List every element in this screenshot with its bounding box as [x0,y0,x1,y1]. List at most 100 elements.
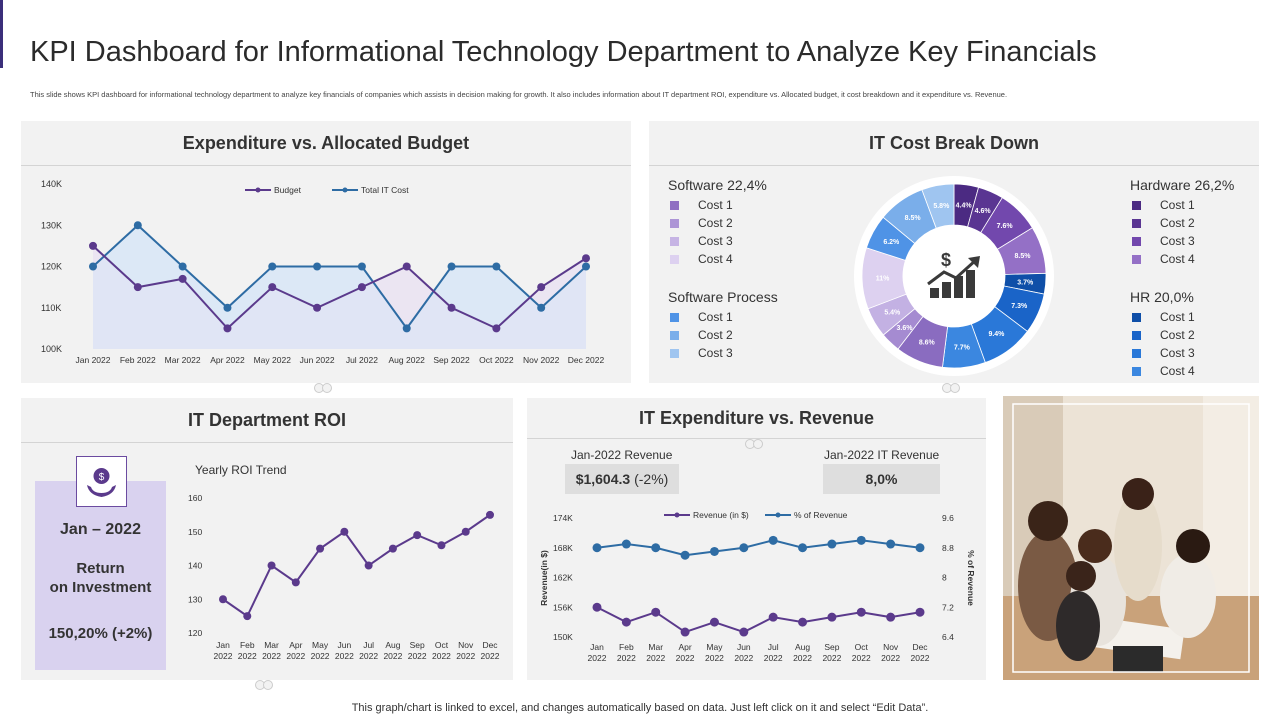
roi-point [340,527,349,536]
x-tick-label: Nov 2022 [523,355,560,365]
x-tick-label-year: 2022 [311,651,330,661]
breakdown-donut-chart[interactable]: 4.4%4.6% 7.6% 8.5% 3.7% 7.3% 9.4% 7.7% 8.6% 3.6%… [649,121,1259,383]
total-it-cost-point [582,262,590,271]
x-tick-label: Jan [590,642,604,652]
budget-point [492,324,501,333]
breakdown-panel: IT Cost Break Down 4.4% 4.6% 7.6% 8.5% 3.7% 7… [649,121,1259,393]
total-it-cost-point [313,262,322,271]
legend-label: Cost 3 [698,234,733,248]
y2-tick-label: 6.4 [942,632,954,642]
roi-point [267,561,276,570]
y-tick-label: 120 [188,628,202,638]
donut-slice-label: 7.6% [997,223,1014,230]
page-title: KPI Dashboard for Informational Technolo… [30,36,1097,68]
total-it-cost-point [492,262,501,271]
y-tick-label: 174K [553,513,573,523]
y2-tick-label: 7.2 [942,602,954,612]
total-it-cost-point [402,324,411,333]
legend-label: Cost 3 [1160,346,1195,360]
x-tick-label: Oct [855,642,869,652]
legend-item: Cost 1 [1130,196,1234,214]
divider-ornament [942,380,964,393]
legend-swatch [670,255,679,264]
x-tick-label: Dec 2022 [568,355,605,365]
x-tick-label: Jul 2022 [346,355,378,365]
budget-point [402,262,411,271]
legend-item: Cost 4 [1130,362,1195,380]
x-tick-label-year: 2022 [456,651,475,661]
jan-revenue-kpi: $1,604.3 (-2%) [565,464,679,494]
svg-text:$: $ [99,472,105,483]
roi-point [364,561,373,570]
legend-item: Cost 2 [1130,326,1195,344]
legend-label: Cost 3 [698,346,733,360]
roi-period: Jan – 2022 [60,521,141,538]
revenue-point [827,612,837,622]
revenue-point [798,617,808,627]
pct-revenue-line [596,539,921,557]
legend-label: Cost 3 [1160,234,1195,248]
x-tick-label-year: 2022 [238,651,257,661]
legend-budget-label: Budget [274,185,302,195]
total-it-cost-point [357,262,366,271]
y-tick-label: 150 [188,527,202,537]
roi-trend-chart[interactable]: Yearly ROI Trend160150140130120Jan2022Fe… [21,398,513,680]
revenue-point [680,627,690,637]
revenue-point [886,612,896,622]
x-tick-label: Mar [264,640,279,650]
total-it-cost-line [92,223,587,331]
budget-point [357,283,366,292]
pct-revenue-point [827,539,837,549]
x-tick-label: Sep 2022 [433,355,470,365]
x-tick-label: Jun [737,642,751,652]
legend-label: Cost 2 [1160,328,1195,342]
legend-swatch [1132,331,1141,340]
x-tick-label: Jul [363,640,374,650]
revenue-point [739,627,749,637]
legend-budget-marker [255,187,261,193]
x-tick-label-year: 2022 [214,651,233,661]
y-tick-label: 160 [188,493,202,503]
y-tick-label: 120K [41,262,62,272]
pct-revenue-point [651,543,661,553]
legend-item: Cost 2 [1130,214,1234,232]
legend-label: Cost 1 [1160,198,1195,212]
x-tick-label: Jul [768,642,779,652]
donut-slice-label: 8.5% [905,215,922,222]
x-tick-label-year: 2022 [911,653,930,663]
y-tick-label: 162K [553,573,573,583]
roi-point [316,544,325,553]
y-tick-label: 100K [41,344,62,354]
legend-swatch [1132,349,1141,358]
y-tick-label: 150K [553,632,573,642]
x-tick-label-year: 2022 [383,651,402,661]
revenue-chart[interactable]: 174K 168K 162K 156K 150K 9.6 8.8 8 7.2 6.4 Revenue… [527,398,986,680]
divider-ornament [744,436,767,449]
pct-revenue-point [709,546,719,556]
legend-hr: HR 20,0% Cost 1 Cost 2 Cost 3 Cost 4 [1130,289,1195,380]
y2-tick-label: 8 [942,573,947,583]
donut-slice-label: 7.3% [1011,303,1028,310]
x-tick-label: Sep [410,640,425,650]
budget-point [268,283,277,292]
legend-swatch [670,237,679,246]
growth-chart-icon: $ [927,250,980,298]
legend-item: Cost 4 [668,250,767,268]
legend-label: Cost 4 [698,252,733,266]
legend-swatch [1132,367,1141,376]
x-tick-label: Oct 2022 [479,355,514,365]
total-it-cost-point [133,221,142,230]
revenue-line [596,606,921,634]
x-tick-label: Aug [385,640,400,650]
legend-swatch [1132,255,1141,264]
y2-axis-label: % of Revenue [966,550,976,606]
legend-swatch [670,201,679,210]
budget-point [313,303,322,312]
budget-chart[interactable]: 140K 130K 120K 110K 100K Jan 2022 Feb 2022 Mar … [21,121,631,383]
roi-point [291,578,300,587]
roi-point [413,531,422,540]
x-tick-label: Aug [795,642,810,652]
donut-slice-label: 3.7% [1017,280,1034,287]
divider-ornament [255,677,277,690]
x-tick-label: Jun [338,640,352,650]
